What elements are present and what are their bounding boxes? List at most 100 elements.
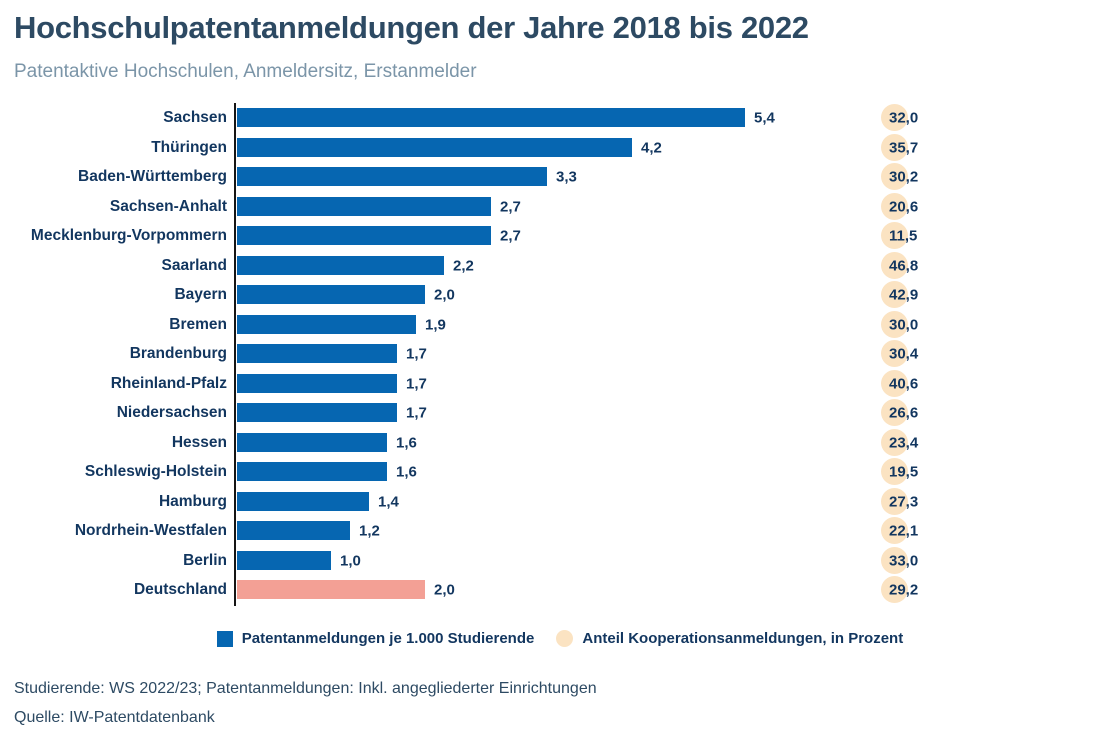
cooperation-value-label: 20,6 xyxy=(889,198,919,216)
cooperation-circle xyxy=(881,222,908,249)
chart-row: Saarland 2,2 46,8 xyxy=(0,251,1100,281)
y-axis-line xyxy=(234,103,236,606)
legend-item-cooperation-share: Anteil Kooperationsanmeldungen, in Proze… xyxy=(556,630,903,647)
chart-row: Hessen 1,6 23,4 xyxy=(0,428,1100,458)
chart-row: Bremen 1,9 30,0 xyxy=(0,310,1100,340)
cooperation-value-label: 11,5 xyxy=(889,227,918,245)
bar-value-label: 1,4 xyxy=(378,493,399,511)
bar xyxy=(237,315,416,334)
bar xyxy=(237,551,331,570)
category-label: Nordrhein-Westfalen xyxy=(74,522,227,539)
cooperation-value-label: 22,1 xyxy=(889,522,919,540)
category-label: Baden-Württemberg xyxy=(78,168,227,185)
cooperation-value-label: 27,3 xyxy=(889,493,919,511)
cooperation-circle xyxy=(881,252,908,279)
bar xyxy=(237,403,397,422)
bar-value-label: 2,7 xyxy=(500,227,521,245)
bar-highlight xyxy=(237,580,425,599)
bar-value-label: 1,7 xyxy=(406,375,427,393)
cooperation-value-label: 23,4 xyxy=(889,434,919,452)
category-label: Thüringen xyxy=(151,139,227,156)
cooperation-circle xyxy=(881,311,908,338)
bar xyxy=(237,226,491,245)
cooperation-value-label: 30,4 xyxy=(889,345,919,363)
chart-row: Brandenburg 1,7 30,4 xyxy=(0,339,1100,369)
page-title: Hochschulpatentanmeldungen der Jahre 201… xyxy=(14,10,809,45)
bar xyxy=(237,197,491,216)
cooperation-value-label: 33,0 xyxy=(889,552,919,570)
bar xyxy=(237,256,444,275)
cooperation-circle xyxy=(881,576,908,603)
category-label: Hamburg xyxy=(158,493,227,510)
cooperation-circle xyxy=(881,281,908,308)
bar xyxy=(237,521,350,540)
bar-value-label: 1,2 xyxy=(359,522,380,540)
cooperation-circle xyxy=(881,193,908,220)
chart-row: Mecklenburg-Vorpommern 2,7 11,5 xyxy=(0,221,1100,251)
cooperation-circle xyxy=(881,370,908,397)
category-label: Schleswig-Holstein xyxy=(84,463,227,480)
legend-item-patent-applications: Patentanmeldungen je 1.000 Studierende xyxy=(216,630,535,647)
bar-value-label: 2,0 xyxy=(434,581,455,599)
footnote-source: Quelle: IW-Patentdatenbank xyxy=(14,708,215,726)
category-label: Niedersachsen xyxy=(116,404,227,421)
cooperation-value-label: 26,6 xyxy=(889,404,919,422)
cooperation-value-label: 30,0 xyxy=(889,316,919,334)
chart-row: Deutschland 2,0 29,2 xyxy=(0,575,1100,605)
chart-row: Hamburg 1,4 27,3 xyxy=(0,487,1100,517)
cooperation-value-label: 29,2 xyxy=(889,581,919,599)
bar-value-label: 2,0 xyxy=(434,286,455,304)
bar-value-label: 1,7 xyxy=(406,404,427,422)
category-label: Hessen xyxy=(171,434,227,451)
footnotes: Studierende: WS 2022/23; Patentanmeldung… xyxy=(14,675,597,732)
bar xyxy=(237,167,547,186)
legend: Patentanmeldungen je 1.000 Studierende A… xyxy=(20,630,1100,647)
cooperation-circle xyxy=(881,399,908,426)
bar xyxy=(237,344,397,363)
footnote-methodology: Studierende: WS 2022/23; Patentanmeldung… xyxy=(14,680,597,697)
category-label: Brandenburg xyxy=(129,345,227,362)
bar-value-label: 2,2 xyxy=(453,257,474,275)
bar xyxy=(237,108,745,127)
bar-value-label: 5,4 xyxy=(754,109,775,127)
chart-row: Rheinland-Pfalz 1,7 40,6 xyxy=(0,369,1100,399)
bar xyxy=(237,138,632,157)
cooperation-circle xyxy=(881,163,908,190)
category-label: Sachsen xyxy=(163,109,227,126)
category-label: Sachsen-Anhalt xyxy=(109,198,227,215)
bar-value-label: 2,7 xyxy=(500,198,521,216)
legend-label-patent-applications: Patentanmeldungen je 1.000 Studierende xyxy=(241,630,535,647)
category-label: Bremen xyxy=(169,316,227,333)
cooperation-circle xyxy=(881,547,908,574)
cooperation-value-label: 30,2 xyxy=(889,168,919,186)
chart-row: Berlin 1,0 33,0 xyxy=(0,546,1100,576)
cooperation-value-label: 19,5 xyxy=(889,463,919,481)
cooperation-value-label: 40,6 xyxy=(889,375,919,393)
category-label: Saarland xyxy=(161,257,227,274)
cooperation-value-label: 32,0 xyxy=(889,109,919,127)
bar-value-label: 1,6 xyxy=(396,463,417,481)
chart-row: Nordrhein-Westfalen 1,2 22,1 xyxy=(0,516,1100,546)
cooperation-circle xyxy=(881,134,908,161)
chart: Sachsen 5,4 32,0 Thüringen 4,2 35,7 Baden-Würt… xyxy=(0,103,1100,606)
bar xyxy=(237,462,387,481)
bar xyxy=(237,492,369,511)
chart-row: Thüringen 4,2 35,7 xyxy=(0,133,1100,163)
chart-row: Niedersachsen 1,7 26,6 xyxy=(0,398,1100,428)
bar-value-label: 1,7 xyxy=(406,345,427,363)
legend-square-swatch-icon xyxy=(216,630,233,647)
bar xyxy=(237,374,397,393)
cooperation-circle xyxy=(881,104,908,131)
bar-value-label: 1,0 xyxy=(340,552,361,570)
chart-row: Sachsen-Anhalt 2,7 20,6 xyxy=(0,192,1100,222)
category-label: Rheinland-Pfalz xyxy=(110,375,227,392)
chart-row: Baden-Württemberg 3,3 30,2 xyxy=(0,162,1100,192)
cooperation-value-label: 42,9 xyxy=(889,286,919,304)
cooperation-value-label: 35,7 xyxy=(889,139,919,157)
category-label: Deutschland xyxy=(133,581,227,598)
bar-value-label: 4,2 xyxy=(641,139,662,157)
legend-label-cooperation-share: Anteil Kooperationsanmeldungen, in Proze… xyxy=(582,630,904,647)
chart-row: Sachsen 5,4 32,0 xyxy=(0,103,1100,133)
category-label: Bayern xyxy=(174,286,227,303)
